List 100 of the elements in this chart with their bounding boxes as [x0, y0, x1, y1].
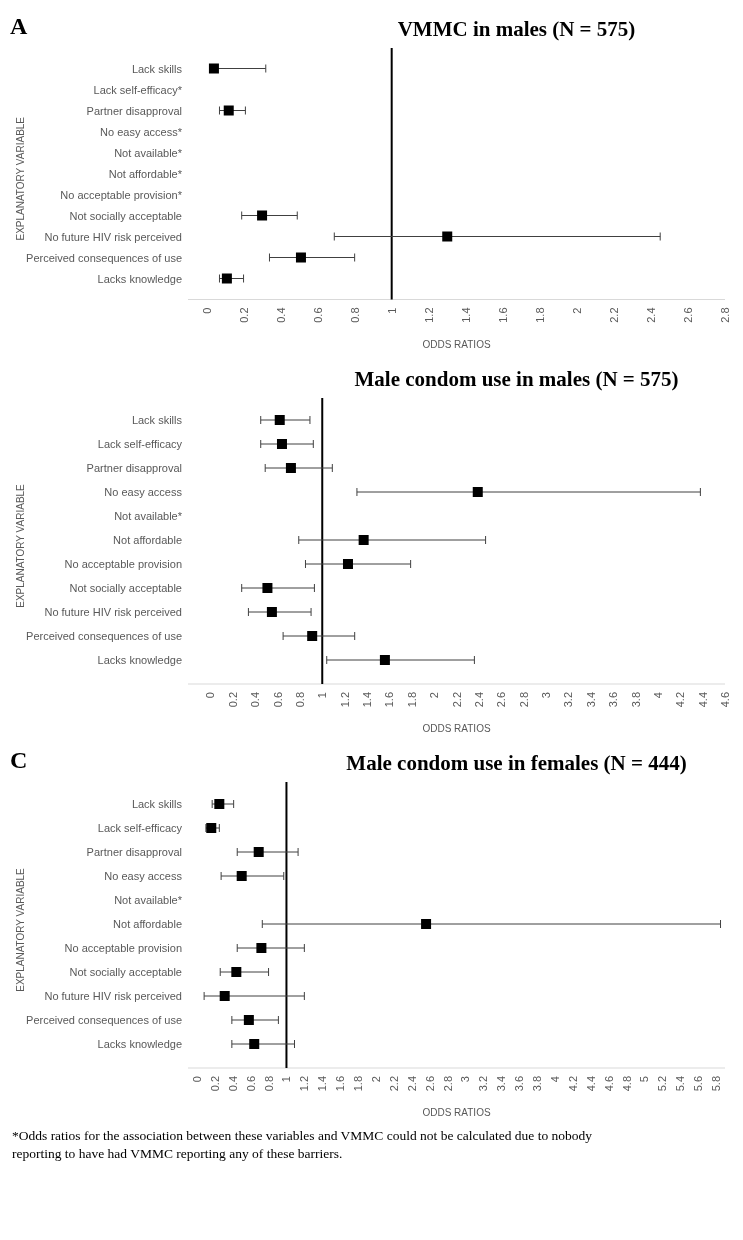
x-tick-label: 5.2 — [656, 1075, 669, 1091]
y-tick-label: Lacks knowledge — [97, 653, 182, 666]
x-tick-label: 0 — [204, 691, 217, 698]
y-tick-label: No easy access — [104, 869, 183, 882]
y-tick-label: Not available* — [114, 146, 183, 159]
x-tick-label: 0.2 — [226, 691, 239, 707]
point — [236, 870, 247, 881]
x-tick-label: 1.4 — [361, 691, 373, 707]
y-tick-label: Perceived consequences of use — [26, 1013, 182, 1026]
x-tick-label: 1 — [280, 1075, 293, 1082]
x-tick-label: 4.4 — [584, 1075, 597, 1091]
y-axis-title: EXPLANATORY VARIABLE — [15, 116, 26, 241]
x-tick-label: 2 — [428, 691, 441, 698]
x-tick-label: 0.4 — [226, 1075, 239, 1091]
x-tick-label: 0.8 — [348, 307, 361, 323]
y-tick-label: No future HIV risk perceived — [44, 989, 182, 1002]
x-tick-label: 4.6 — [602, 1075, 615, 1091]
y-tick-label: Perceived consequences of use — [26, 629, 182, 642]
y-tick-label: Lack skills — [131, 62, 183, 75]
point — [219, 990, 230, 1001]
point — [421, 918, 432, 929]
point — [295, 252, 306, 263]
x-tick-label: 2.6 — [495, 691, 508, 707]
y-axis-title: EXPLANATORY VARIABLE — [15, 867, 26, 992]
x-tick-label: 3.2 — [477, 1075, 490, 1091]
y-tick-label: No acceptable provision* — [60, 188, 183, 201]
x-axis-title: ODDS RATIOS — [422, 722, 491, 734]
point — [379, 654, 390, 665]
x-tick-label: 1.8 — [405, 691, 418, 707]
x-tick-label: 2.2 — [450, 691, 463, 707]
point — [342, 558, 353, 569]
y-tick-label: No acceptable provision — [64, 941, 182, 954]
x-tick-label: 0.4 — [249, 691, 262, 707]
y-tick-label: No easy access — [104, 485, 183, 498]
point — [223, 105, 234, 116]
x-tick-label: 4.8 — [620, 1075, 633, 1091]
y-tick-label: Not socially acceptable — [69, 965, 182, 978]
y-tick-label: No acceptable provision — [64, 557, 182, 570]
x-axis-title: ODDS RATIOS — [422, 1106, 491, 1118]
x-axis-title: ODDS RATIOS — [422, 338, 491, 350]
x-tick-label: 1.4 — [316, 1075, 329, 1091]
x-tick-label: 1.2 — [298, 1075, 311, 1091]
y-axis-title: EXPLANATORY VARIABLE — [15, 483, 26, 608]
x-tick-label: 4.4 — [696, 691, 709, 707]
x-tick-label: 0.2 — [237, 307, 250, 323]
x-tick-label: 4.6 — [719, 691, 731, 707]
x-tick-label: 2 — [369, 1075, 382, 1082]
x-tick-label: 2.8 — [517, 691, 530, 707]
point — [249, 1038, 260, 1049]
x-tick-label: 0.6 — [271, 691, 284, 707]
point — [358, 534, 369, 545]
x-tick-label: 0.8 — [293, 691, 306, 707]
x-tick-label: 3.2 — [562, 691, 575, 707]
y-tick-label: Lack skills — [131, 413, 183, 426]
point — [257, 210, 268, 221]
x-tick-label: 5.6 — [692, 1075, 705, 1091]
text: A — [10, 13, 28, 39]
y-tick-label: Perceived consequences of use — [26, 251, 182, 264]
x-tick-label: 1.2 — [338, 691, 351, 707]
x-tick-label: 1.4 — [459, 307, 472, 323]
point — [442, 231, 453, 242]
y-tick-label: Lacks knowledge — [97, 272, 182, 285]
x-tick-label: 2.6 — [681, 307, 694, 323]
x-tick-label: 3 — [540, 691, 552, 698]
x-tick-label: 2.4 — [472, 691, 485, 707]
y-tick-label: Partner disapproval — [86, 461, 182, 474]
y-tick-label: Partner disapproval — [86, 845, 182, 858]
x-tick-label: 2.8 — [441, 1075, 454, 1091]
chart-title: VMMC in males (N = 575) — [397, 17, 636, 41]
chart-title: Male condom use in females (N = 444) — [346, 750, 687, 775]
text: *Odds ratios for the association between these variables and VMMC could not be calculated due to nobody reporting to have had VMMC reporting any of these barriers. — [12, 1127, 593, 1161]
x-tick-label: 3.6 — [513, 1075, 526, 1091]
x-tick-label: 3.4 — [495, 1075, 508, 1091]
x-tick-label: 3.8 — [629, 691, 642, 707]
y-tick-label: Not available* — [114, 893, 183, 906]
point — [274, 414, 285, 425]
point — [256, 942, 267, 953]
x-tick-label: 5.8 — [710, 1075, 723, 1091]
x-tick-label: 0.4 — [274, 307, 287, 323]
point — [285, 462, 296, 473]
x-tick-label: 5 — [638, 1075, 651, 1082]
x-tick-label: 2.4 — [644, 307, 657, 323]
y-tick-label: Lack self-efficacy* — [93, 83, 183, 96]
point — [208, 63, 219, 74]
chart-title: Male condom use in males (N = 575) — [354, 366, 679, 391]
x-tick-label: 0.6 — [244, 1075, 257, 1091]
y-tick-label: Not affordable — [113, 917, 182, 930]
x-tick-label: 4 — [651, 691, 664, 698]
y-tick-label: Lack self-efficacy — [97, 437, 183, 450]
x-tick-label: 0 — [190, 1075, 203, 1082]
x-tick-label: 3 — [459, 1075, 472, 1082]
x-tick-label: 2.2 — [387, 1075, 400, 1091]
y-tick-label: Lacks knowledge — [97, 1037, 182, 1050]
y-tick-label: No future HIV risk perceived — [44, 605, 182, 618]
x-tick-label: 2.8 — [719, 307, 731, 323]
text: C — [10, 746, 28, 773]
x-tick-label: 0.8 — [262, 1075, 275, 1091]
x-tick-label: 2.6 — [423, 1075, 436, 1091]
x-tick-label: 1 — [385, 307, 398, 314]
x-tick-label: 4 — [548, 1075, 561, 1082]
